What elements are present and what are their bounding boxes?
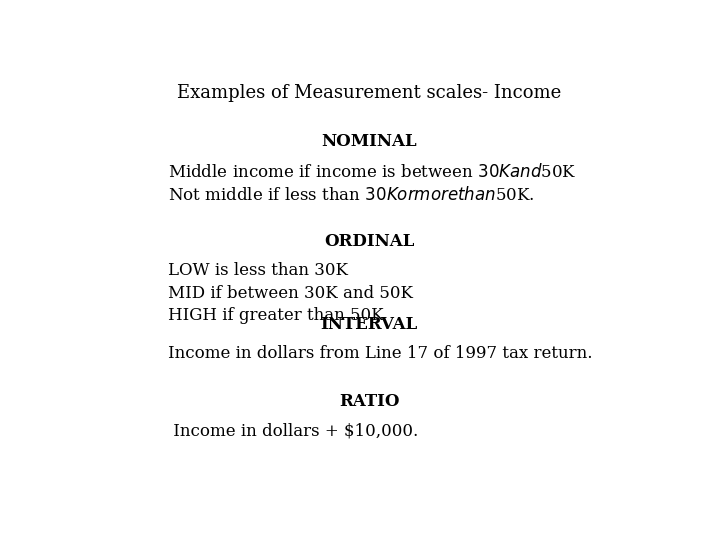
- Text: Examples of Measurement scales- Income: Examples of Measurement scales- Income: [177, 84, 561, 102]
- Text: Middle income if income is between $30K and $50K
Not middle if less than $30K or: Middle income if income is between $30K …: [168, 163, 577, 204]
- Text: NOMINAL: NOMINAL: [321, 133, 417, 151]
- Text: INTERVAL: INTERVAL: [320, 316, 418, 333]
- Text: RATIO: RATIO: [338, 393, 400, 410]
- Text: Income in dollars + $10,000.: Income in dollars + $10,000.: [168, 422, 418, 440]
- Text: ORDINAL: ORDINAL: [324, 233, 414, 250]
- Text: LOW is less than 30K
MID if between 30K and 50K
HIGH if greater than 50K: LOW is less than 30K MID if between 30K …: [168, 262, 413, 323]
- Text: Income in dollars from Line 17 of 1997 tax return.: Income in dollars from Line 17 of 1997 t…: [168, 346, 593, 362]
